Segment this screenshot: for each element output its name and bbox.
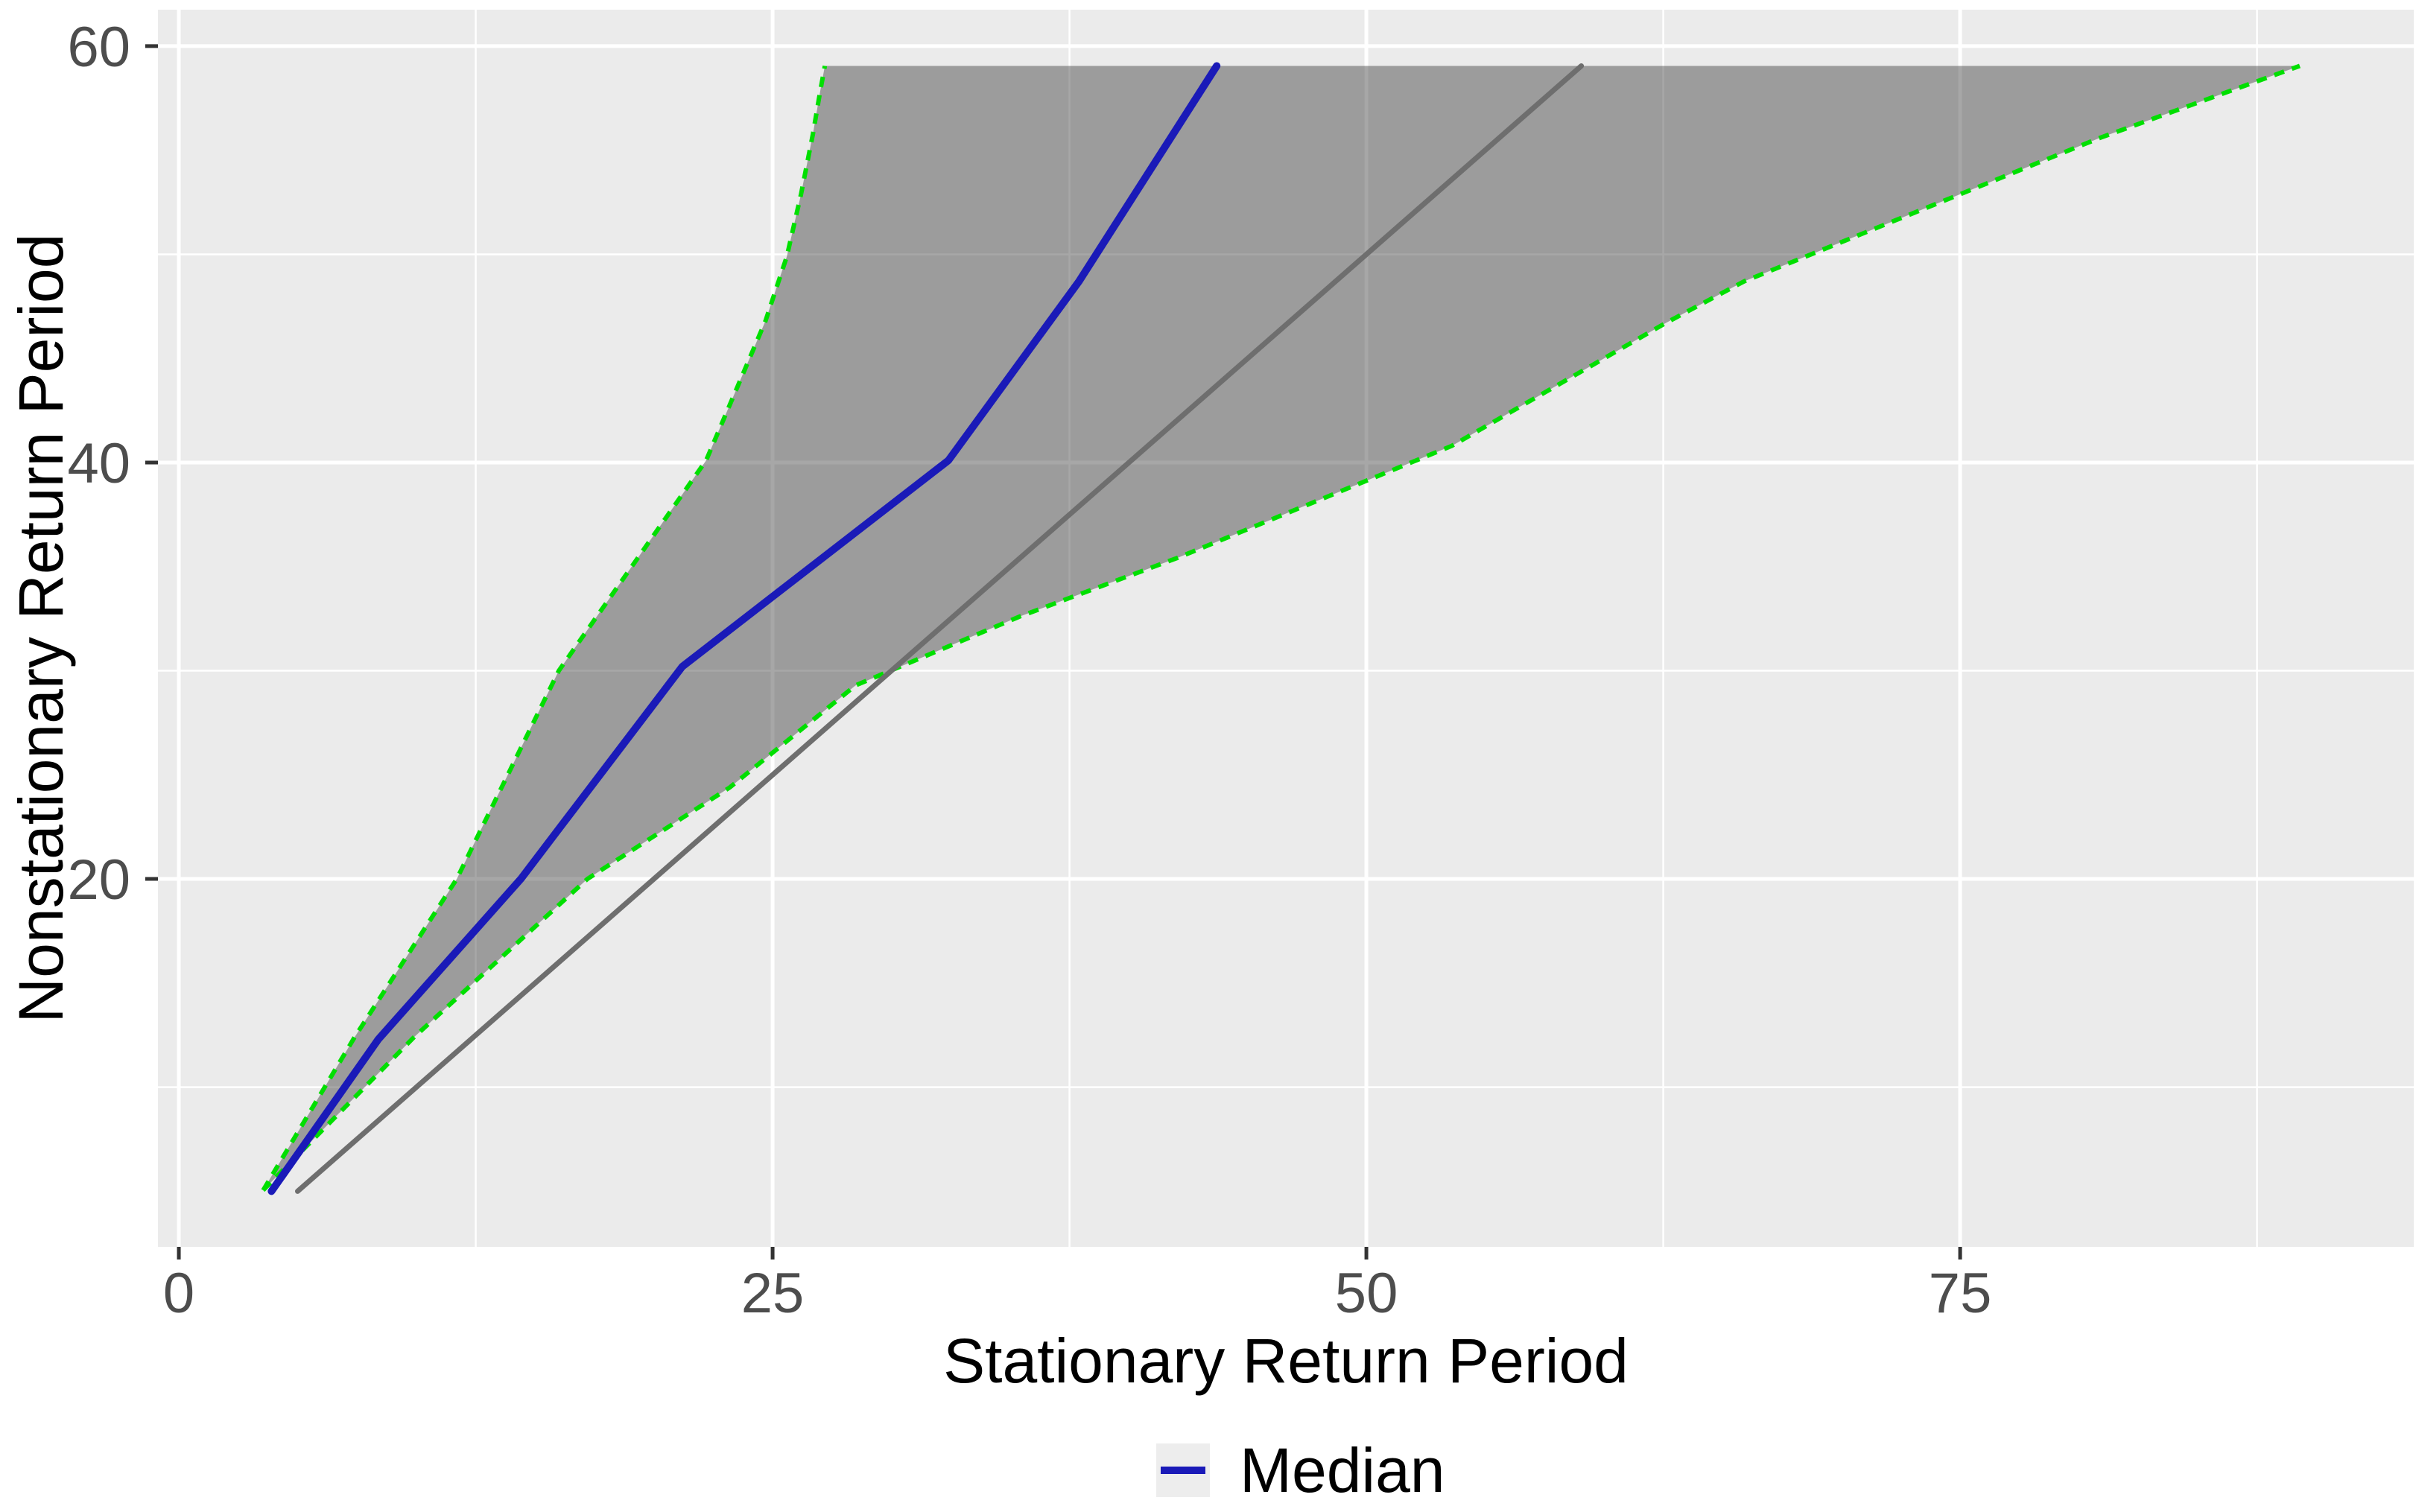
y-tick-label-60: 60 xyxy=(67,16,130,79)
legend: Median xyxy=(1156,1435,1445,1505)
x-tick-label-75: 75 xyxy=(1929,1262,1992,1325)
panel-background xyxy=(158,10,2414,1247)
x-axis-title: Stationary Return Period xyxy=(943,1326,1629,1396)
x-tick-label-50: 50 xyxy=(1335,1262,1398,1325)
x-tick-label-25: 25 xyxy=(741,1262,805,1325)
lower-bound-dashed-line xyxy=(261,63,2301,1192)
identity-line xyxy=(295,63,1585,1194)
y-tick-label-40: 40 xyxy=(67,432,130,495)
confidence-band xyxy=(263,66,2301,1190)
upper-bound-dashed-line xyxy=(261,65,828,1192)
median-line xyxy=(267,62,1221,1195)
x-tick-label-0: 0 xyxy=(163,1262,194,1325)
legend-label: Median xyxy=(1240,1435,1445,1505)
y-tick-label-20: 20 xyxy=(67,848,130,912)
y-axis-title: Nonstationary Return Period xyxy=(6,234,76,1023)
